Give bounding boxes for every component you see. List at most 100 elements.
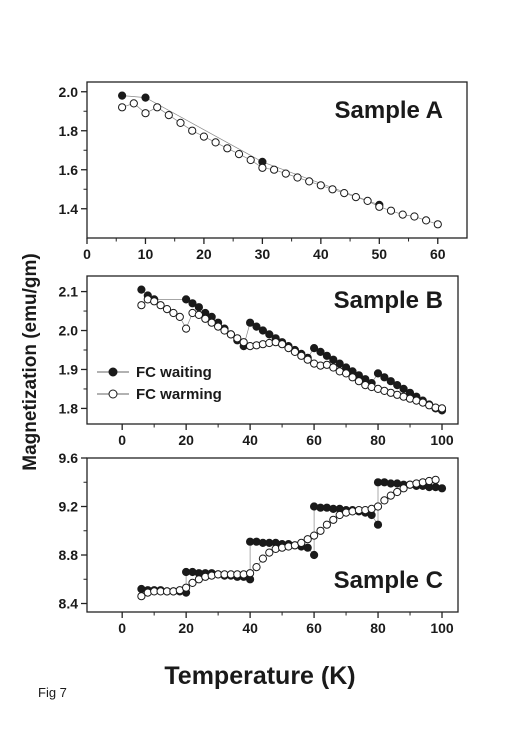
open-data-point — [239, 338, 248, 347]
open-data-point — [393, 487, 402, 497]
open-data-point — [354, 377, 363, 386]
y-tick-label: 9.6 — [59, 450, 79, 466]
x-tick-label: 100 — [430, 432, 454, 448]
x-tick-label: 80 — [370, 432, 386, 448]
open-data-point — [316, 181, 325, 190]
open-data-point — [380, 496, 389, 505]
y-tick-label: 1.8 — [59, 123, 79, 139]
open-data-point — [162, 305, 172, 314]
open-data-point — [246, 155, 255, 165]
y-tick-label: 9.2 — [59, 499, 79, 515]
filled-data-point — [246, 318, 255, 327]
filled-data-point — [316, 347, 325, 356]
x-tick-label: 20 — [178, 620, 194, 636]
open-data-point — [375, 202, 384, 211]
open-data-point — [297, 538, 306, 548]
open-data-point — [153, 103, 162, 112]
x-tick-label: 60 — [430, 246, 446, 262]
open-data-point — [281, 169, 290, 178]
x-tick-label: 20 — [178, 432, 194, 448]
open-data-point — [223, 144, 232, 153]
filled-data-point — [373, 520, 383, 529]
open-data-point — [188, 126, 197, 135]
y-axis-title: Magnetization (emu/gm) — [20, 253, 41, 470]
open-data-point — [270, 165, 279, 174]
y-tick-label: 2.0 — [59, 323, 79, 339]
x-tick-label: 40 — [242, 432, 258, 448]
filled-data-point — [329, 355, 338, 364]
open-data-point — [386, 491, 395, 500]
open-data-point — [433, 220, 442, 229]
x-tick-label: 20 — [196, 246, 212, 262]
open-data-point — [156, 301, 165, 310]
legend-marker — [108, 389, 118, 399]
x-tick-label: 30 — [255, 246, 271, 262]
legend-label: FC waiting — [136, 364, 212, 381]
open-data-point — [303, 355, 312, 364]
open-data-point — [293, 173, 302, 182]
filled-data-point — [399, 384, 408, 393]
filled-data-point — [310, 344, 319, 353]
filled-data-point — [194, 303, 203, 312]
open-data-point — [175, 312, 184, 321]
x-tick-label: 0 — [83, 246, 91, 262]
filled-data-point — [303, 543, 312, 552]
plot-frame — [86, 457, 459, 613]
filled-data-point — [252, 322, 261, 331]
open-data-point — [290, 347, 299, 356]
open-data-point — [137, 592, 146, 601]
open-data-point — [234, 150, 244, 159]
open-data-point — [284, 344, 293, 353]
panel-title: Sample A — [335, 97, 443, 124]
open-data-point — [410, 212, 419, 221]
open-data-point — [265, 548, 274, 557]
y-tick-label: 8.4 — [59, 596, 79, 612]
x-tick-label: 60 — [306, 620, 322, 636]
open-data-point — [437, 404, 447, 413]
open-data-point — [246, 569, 255, 578]
open-data-point — [322, 520, 331, 529]
open-data-point — [422, 216, 431, 225]
filled-data-point — [258, 326, 267, 335]
x-axis-title: Temperature (K) — [164, 662, 355, 690]
open-data-point — [233, 334, 242, 343]
open-data-point — [188, 578, 197, 588]
open-data-point — [169, 308, 178, 318]
filled-data-point — [380, 373, 389, 382]
legend: FC waiting FC warming — [97, 364, 222, 403]
filled-data-point — [335, 359, 344, 368]
open-data-point — [182, 324, 191, 333]
open-data-point — [118, 103, 127, 112]
open-data-point — [399, 484, 408, 493]
open-data-point — [258, 554, 267, 563]
open-data-point — [316, 526, 325, 535]
panel-2: 0 20 40 60 80 100 1.8 1.9 2.0 2.1 Sample B FC waiti… — [59, 275, 459, 448]
open-data-point — [303, 535, 312, 544]
open-data-point — [211, 138, 220, 147]
y-tick-label: 2.0 — [59, 84, 79, 100]
open-data-point — [137, 301, 146, 310]
open-data-point — [199, 132, 208, 141]
panel-3: 0 20 40 60 80 100 8.4 8.8 9.2 9.6 Sample C — [59, 450, 459, 636]
x-tick-label: 40 — [242, 620, 258, 636]
open-data-point — [351, 193, 360, 202]
open-data-point — [329, 515, 338, 524]
series-2-line — [121, 103, 438, 225]
open-data-point — [207, 318, 216, 327]
open-data-point — [310, 531, 319, 540]
open-data-point — [176, 118, 185, 128]
figure-label: Fig 7 — [38, 685, 67, 700]
open-data-point — [226, 330, 235, 339]
filled-data-point — [182, 295, 191, 304]
panel-1: 0 10 20 30 40 50 60 1.4 1.6 1.8 2.0 Sample A — [59, 81, 468, 262]
filled-data-point — [322, 351, 331, 360]
panel-title: Sample C — [334, 567, 443, 594]
open-data-point — [258, 163, 267, 172]
x-tick-label: 80 — [370, 620, 386, 636]
open-data-point — [342, 369, 351, 378]
open-data-point — [252, 563, 261, 572]
open-data-point — [340, 189, 349, 198]
y-tick-label: 1.9 — [59, 361, 79, 377]
filled-data-point — [373, 369, 383, 378]
